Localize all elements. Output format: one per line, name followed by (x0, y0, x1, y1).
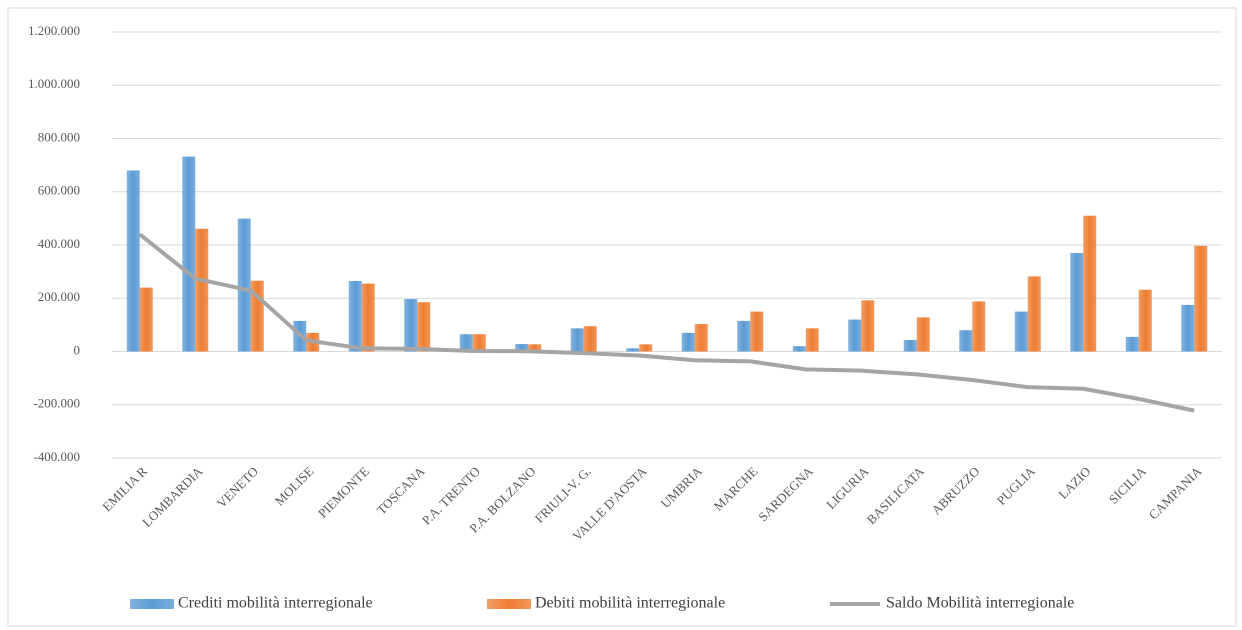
y-tick-label: -400.000 (33, 449, 80, 464)
legend-label: Crediti mobilità interregionale (178, 595, 373, 612)
bar (694, 324, 708, 352)
bar (903, 340, 917, 352)
y-tick-label: 200.000 (38, 289, 80, 304)
bar (681, 332, 695, 352)
y-tick-label: 600.000 (38, 183, 80, 198)
bar (737, 320, 751, 352)
bar (139, 287, 153, 352)
bar (959, 330, 973, 352)
bar (583, 326, 597, 352)
bar (626, 348, 640, 352)
bar (237, 218, 251, 352)
bar (1070, 252, 1084, 352)
bar (792, 346, 806, 352)
bar (1125, 336, 1139, 352)
bar (515, 344, 529, 352)
bar (1138, 289, 1152, 352)
bar (861, 300, 875, 352)
bar (1014, 311, 1028, 352)
y-tick-label: 1.000.000 (28, 76, 80, 91)
bar (1027, 276, 1041, 352)
y-tick-label: -200.000 (33, 396, 80, 411)
bar (750, 311, 764, 352)
bar (570, 328, 584, 352)
y-tick-label: 800.000 (38, 129, 80, 144)
bar (417, 302, 431, 352)
legend-label: Saldo Mobilità interregionale (886, 595, 1074, 612)
bar (361, 283, 375, 352)
legend-swatch (487, 599, 531, 609)
line-series (138, 232, 1195, 413)
bar (1181, 304, 1195, 352)
bar (848, 319, 862, 352)
bar (972, 301, 986, 352)
bar (126, 170, 140, 352)
bar (639, 344, 653, 352)
y-tick-label: 400.000 (38, 236, 80, 251)
bar (459, 334, 473, 352)
bar (805, 328, 819, 352)
bar (182, 156, 196, 352)
bar (916, 317, 930, 352)
legend-label: Debiti mobilità interregionale (535, 595, 725, 612)
y-tick-label: 1.200.000 (28, 23, 80, 38)
bar (472, 334, 486, 352)
y-tick-label: 0 (74, 342, 81, 357)
bar (528, 344, 542, 352)
legend-swatch (130, 599, 174, 609)
bar (195, 228, 209, 352)
bar (404, 299, 418, 352)
bar (1083, 215, 1097, 352)
bar (1194, 245, 1208, 352)
bar (348, 280, 362, 352)
